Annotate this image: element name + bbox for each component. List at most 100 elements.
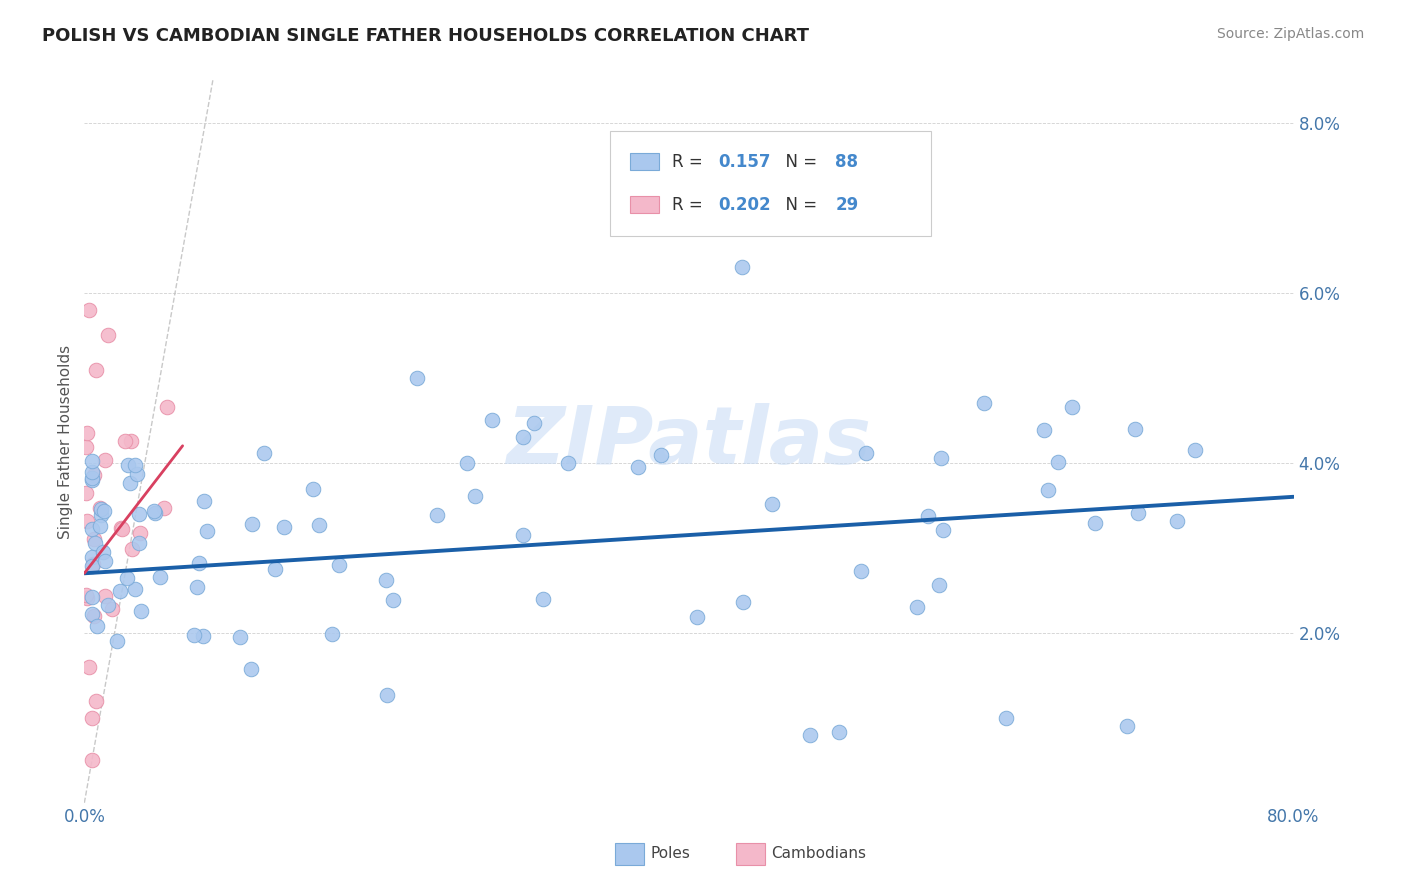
Point <box>1047 455 1070 469</box>
Point <box>193 494 215 508</box>
Point <box>827 724 849 739</box>
Point <box>115 571 138 585</box>
Point <box>75 486 97 500</box>
Point <box>94 453 117 467</box>
Point <box>375 688 398 702</box>
Point <box>80 454 103 468</box>
Point <box>128 507 150 521</box>
Point <box>905 599 928 614</box>
Point <box>1036 483 1059 497</box>
Point <box>650 448 672 462</box>
FancyBboxPatch shape <box>610 131 931 235</box>
Point <box>240 662 263 676</box>
Point <box>114 434 136 448</box>
Point <box>627 460 650 475</box>
Point <box>512 430 534 444</box>
Point <box>142 504 165 518</box>
FancyBboxPatch shape <box>737 843 765 865</box>
Point <box>481 413 503 427</box>
Point <box>128 536 150 550</box>
Point <box>77 302 100 317</box>
Text: N =: N = <box>775 195 823 214</box>
Point <box>557 456 579 470</box>
Point <box>242 517 264 532</box>
Point <box>105 634 128 648</box>
Point <box>531 592 554 607</box>
Point <box>1084 516 1107 530</box>
Point <box>195 524 218 539</box>
Point <box>83 467 105 482</box>
Text: 0.157: 0.157 <box>718 153 770 170</box>
Point <box>931 451 953 466</box>
Point <box>110 521 132 535</box>
Point <box>1116 719 1139 733</box>
Point <box>186 580 208 594</box>
Point <box>229 630 252 644</box>
Point <box>1060 400 1083 414</box>
Point <box>94 554 117 568</box>
Text: 29: 29 <box>835 195 859 214</box>
Point <box>523 417 546 431</box>
Point <box>381 592 404 607</box>
Point <box>321 626 343 640</box>
Text: Poles: Poles <box>650 846 690 861</box>
Point <box>97 328 120 343</box>
Text: ZIPatlas: ZIPatlas <box>506 402 872 481</box>
Point <box>80 753 103 767</box>
Point <box>129 604 152 618</box>
Text: 0.202: 0.202 <box>718 195 770 214</box>
Point <box>80 473 103 487</box>
Point <box>263 562 285 576</box>
Point <box>80 607 103 622</box>
Point <box>731 260 754 275</box>
Point <box>86 619 108 633</box>
Point <box>1184 442 1206 457</box>
Text: Cambodians: Cambodians <box>770 846 866 861</box>
FancyBboxPatch shape <box>616 843 644 865</box>
Point <box>120 434 142 448</box>
Point <box>89 500 111 515</box>
Point <box>273 519 295 533</box>
FancyBboxPatch shape <box>630 196 659 213</box>
Point <box>91 545 114 559</box>
Text: R =: R = <box>672 195 709 214</box>
Point <box>80 465 103 479</box>
Point <box>89 519 111 533</box>
Point <box>110 522 132 536</box>
Point <box>426 508 449 522</box>
Point <box>149 570 172 584</box>
Point <box>761 497 783 511</box>
Point <box>86 694 108 708</box>
Point <box>90 501 112 516</box>
Point <box>124 582 146 596</box>
Point <box>187 557 209 571</box>
Point <box>995 711 1018 725</box>
Point <box>456 456 478 470</box>
Point <box>152 501 174 516</box>
Point <box>83 532 105 546</box>
Point <box>77 660 100 674</box>
Point <box>849 564 872 578</box>
Point <box>75 588 97 602</box>
Point <box>76 426 98 441</box>
Point <box>731 595 754 609</box>
Text: POLISH VS CAMBODIAN SINGLE FATHER HOUSEHOLDS CORRELATION CHART: POLISH VS CAMBODIAN SINGLE FATHER HOUSEH… <box>42 27 810 45</box>
Point <box>302 482 325 496</box>
Point <box>80 591 103 605</box>
Point <box>80 549 103 564</box>
Point <box>308 518 330 533</box>
Point <box>1126 506 1149 520</box>
Point <box>121 542 143 557</box>
Point <box>191 629 214 643</box>
Point <box>84 536 107 550</box>
Y-axis label: Single Father Households: Single Father Households <box>58 344 73 539</box>
Text: 88: 88 <box>835 153 858 170</box>
Point <box>973 396 995 410</box>
Point <box>82 557 104 571</box>
Point <box>93 504 115 518</box>
Point <box>80 711 103 725</box>
Point <box>1032 423 1054 437</box>
Point <box>117 458 139 472</box>
Point <box>512 527 534 541</box>
Text: N =: N = <box>775 153 823 170</box>
